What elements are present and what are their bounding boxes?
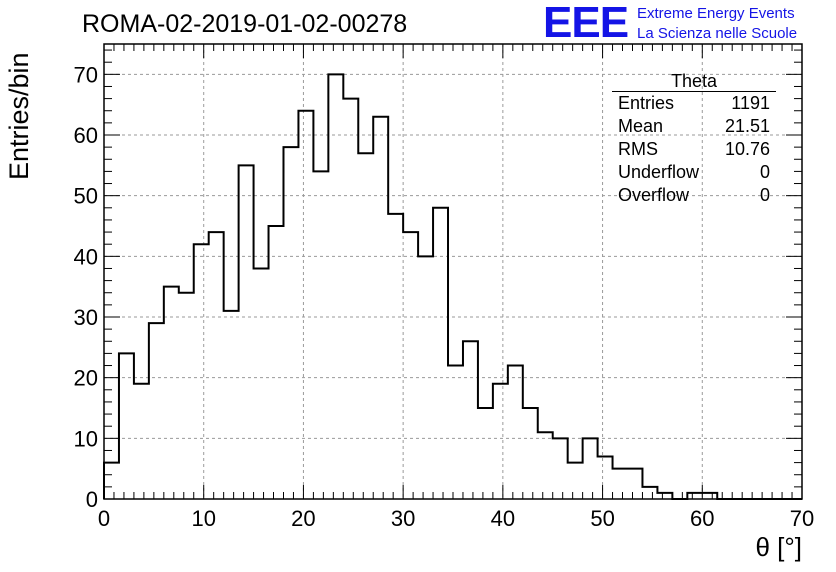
stats-value: 21.51	[724, 116, 770, 136]
y-axis-label: Entries/bin	[4, 52, 34, 180]
stats-label: Underflow	[618, 162, 700, 182]
x-tick-label: 10	[191, 506, 215, 531]
stats-value: 0	[759, 185, 770, 205]
y-tick-label: 20	[74, 366, 98, 391]
histogram-bin	[568, 463, 583, 499]
eee-logo: EEE	[543, 0, 629, 47]
x-tick-label: 40	[491, 506, 515, 531]
histogram-bin	[269, 226, 284, 499]
histogram-bin	[343, 99, 358, 499]
stats-row-mean: Mean 21.51	[612, 115, 776, 138]
stats-row-overflow: Overflow 0	[612, 184, 776, 207]
x-tick-label: 20	[291, 506, 315, 531]
histogram-bin	[164, 287, 179, 499]
histogram-bin	[463, 341, 478, 499]
histogram-bin	[134, 384, 149, 499]
y-tick-label: 10	[74, 426, 98, 451]
histogram-bin	[493, 384, 508, 499]
y-tick-label: 70	[74, 62, 98, 87]
stats-value: 0	[759, 162, 770, 182]
histogram-bin	[523, 408, 538, 499]
x-tick-label: 70	[790, 506, 814, 531]
histogram-bin	[283, 147, 298, 499]
y-tick-label: 30	[74, 305, 98, 330]
histogram-bin	[313, 171, 328, 499]
y-tick-label: 60	[74, 123, 98, 148]
stats-label: Overflow	[618, 185, 690, 205]
histogram-bin	[613, 469, 628, 499]
histogram-bin	[583, 438, 598, 499]
stats-label: Mean	[618, 116, 664, 136]
y-tick-label: 0	[86, 487, 98, 512]
histogram-bin	[373, 117, 388, 499]
histogram-bin	[478, 408, 493, 499]
histogram-bin	[538, 432, 553, 499]
histogram-bin	[149, 323, 164, 499]
histogram-bin	[298, 111, 313, 499]
stats-value: 10.76	[724, 139, 770, 159]
stats-title: Theta	[612, 72, 776, 92]
logo-line-2: La Scienza nelle Scuole	[637, 25, 798, 42]
histogram-bin	[328, 74, 343, 499]
stats-box: Theta Entries 1191 Mean 21.51 RMS 10.76 …	[612, 72, 776, 207]
histogram-bin	[119, 353, 134, 499]
histogram-bin	[179, 293, 194, 499]
stats-label: Entries	[618, 93, 675, 113]
x-tick-label: 60	[690, 506, 714, 531]
x-tick-label: 50	[590, 506, 614, 531]
y-tick-label: 40	[74, 244, 98, 269]
x-tick-label: 0	[98, 506, 110, 531]
stats-row-underflow: Underflow 0	[612, 161, 776, 184]
histogram-bin	[224, 311, 239, 499]
histogram-bin	[254, 268, 269, 499]
histogram-bin	[433, 208, 448, 499]
histogram-bin	[628, 469, 643, 499]
histogram-bin	[194, 244, 209, 499]
histogram-bin	[104, 463, 119, 499]
histogram-bin	[403, 232, 418, 499]
chart-title: ROMA-02-2019-01-02-00278	[82, 10, 408, 38]
histogram-bin	[508, 366, 523, 499]
histogram-bin	[209, 232, 224, 499]
y-tick-label: 50	[74, 184, 98, 209]
histogram-bin	[598, 457, 613, 499]
histogram-line	[103, 73, 802, 500]
stats-value: 1191	[731, 93, 770, 113]
stats-row-rms: RMS 10.76	[612, 138, 776, 161]
stats-label: RMS	[618, 139, 658, 159]
x-axis-label: θ [°]	[755, 532, 802, 562]
x-tick-label: 30	[391, 506, 415, 531]
histogram-bin	[448, 366, 463, 499]
stats-row-entries: Entries 1191	[612, 92, 776, 115]
logo-line-1: Extreme Energy Events	[637, 5, 795, 22]
histogram-bin	[358, 153, 373, 499]
histogram-bin	[239, 165, 254, 499]
histogram-bin	[553, 438, 568, 499]
histogram-bin	[642, 487, 657, 499]
